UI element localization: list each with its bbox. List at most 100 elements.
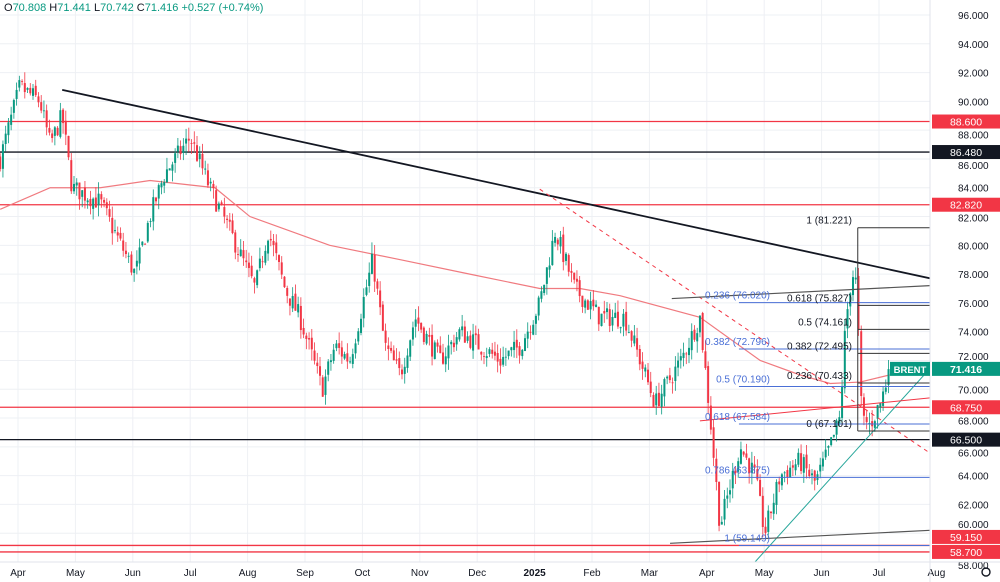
candle (630, 330, 633, 348)
candle (496, 344, 499, 373)
gear-icon[interactable] (981, 567, 991, 577)
candle (223, 197, 226, 224)
candle (212, 180, 215, 199)
low-value: 70.742 (100, 2, 134, 14)
candle-body (185, 138, 188, 144)
candle (693, 325, 696, 342)
candle-body (660, 393, 663, 407)
candle-body (239, 249, 242, 257)
candle (193, 131, 196, 153)
candle (420, 322, 423, 333)
candle-body (688, 347, 691, 356)
candle-body (209, 181, 212, 184)
candle (332, 343, 335, 364)
candle (78, 182, 81, 210)
candle (280, 256, 283, 280)
candle (403, 357, 406, 384)
candle-body (488, 349, 491, 354)
candle-body (597, 306, 600, 325)
candle (644, 364, 647, 378)
candle (444, 347, 447, 373)
x-tick-label: Oct (355, 568, 371, 579)
candle (272, 233, 275, 257)
candle (592, 290, 595, 311)
moving-average-line (0, 179, 891, 385)
candle (638, 344, 641, 371)
candle-body (340, 347, 343, 357)
candle (688, 337, 691, 364)
candle-body (808, 469, 811, 477)
candle-body (630, 331, 633, 341)
candle-body (127, 255, 130, 257)
candle-body (105, 202, 108, 209)
candle-body (841, 386, 844, 418)
candle-body (802, 457, 805, 473)
x-tick-label: Aug (239, 568, 257, 579)
candle-body (739, 449, 742, 464)
candle (819, 457, 822, 479)
candle-body (362, 297, 365, 319)
candle-body (124, 250, 127, 255)
candle (548, 257, 551, 278)
candle-body (485, 356, 488, 359)
candle-body (165, 169, 168, 183)
candle (633, 325, 636, 347)
low-label: L (93, 2, 101, 14)
candle (841, 379, 844, 424)
candle (573, 272, 576, 284)
candle-body (636, 338, 639, 350)
candle-body (108, 209, 111, 217)
candle (483, 351, 486, 365)
candle-body (657, 392, 660, 406)
candle-body (89, 198, 92, 207)
candle (805, 445, 808, 479)
candle (196, 135, 199, 163)
candle (447, 334, 450, 370)
candle (48, 119, 51, 136)
candle-body (595, 304, 598, 307)
candle-body (417, 317, 420, 324)
candle-body (452, 342, 455, 348)
candle-body (267, 240, 270, 254)
x-tick-label: Jun (125, 568, 141, 579)
fib-blue-level-label: 1 (59.149) (724, 533, 770, 544)
candle (411, 321, 414, 346)
y-tick-label: 76.000 (958, 299, 989, 310)
candle-body (575, 278, 578, 282)
candle (37, 92, 40, 108)
candle-body (193, 142, 196, 144)
candle (414, 309, 417, 338)
candle (562, 226, 565, 271)
candle-body (526, 331, 529, 339)
y-tick-label: 88.000 (958, 131, 989, 142)
candle-body (414, 319, 417, 327)
candle-body (720, 521, 723, 525)
candle-body (187, 138, 190, 141)
candle (253, 276, 256, 294)
candle-body (428, 334, 431, 337)
candle-body (570, 270, 573, 273)
candle-body (373, 254, 376, 282)
candle-body (370, 253, 373, 274)
candle-body (346, 353, 349, 362)
candle (545, 267, 548, 295)
candle (660, 384, 663, 415)
candle-body (887, 369, 890, 385)
candle-body (327, 361, 330, 375)
candle-body (786, 470, 789, 478)
candle (611, 309, 614, 332)
candle-body (122, 240, 125, 251)
candle-body (745, 453, 748, 458)
candle (499, 348, 502, 374)
change-value: +0.527 (+0.74%) (181, 2, 264, 14)
candle-body (709, 405, 712, 430)
candle-body (846, 309, 849, 329)
candle-body (223, 207, 226, 217)
candle (450, 340, 453, 355)
candle (529, 325, 532, 340)
candle (70, 153, 73, 194)
candle-body (425, 333, 428, 344)
candle (474, 325, 477, 345)
x-tick-label: May (66, 568, 85, 579)
